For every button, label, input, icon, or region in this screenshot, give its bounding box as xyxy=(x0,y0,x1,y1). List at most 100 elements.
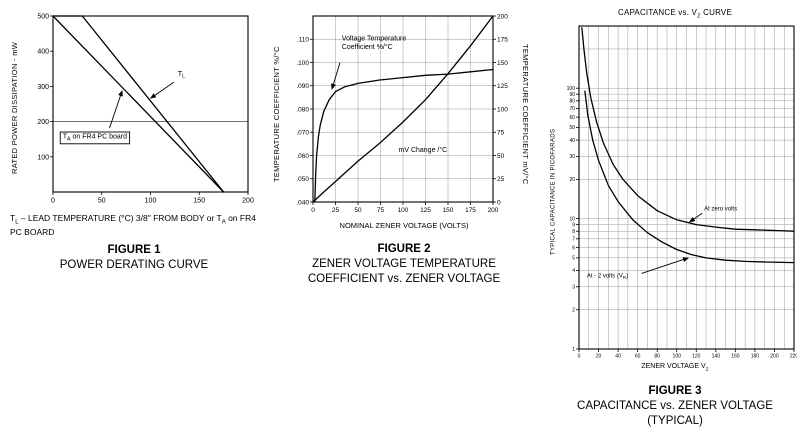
svg-text:.080: .080 xyxy=(296,106,309,113)
fig2-plot-canvas: 0 25 50 75 100 125 150 175 200 .040 .050 .060 .070 .0… xyxy=(296,13,508,214)
svg-text:60: 60 xyxy=(569,114,575,120)
fig2-caption: FIGURE 2 ZENER VOLTAGE TEMPERATURE COEFF… xyxy=(270,242,538,287)
fig3-chart-row: TYPICAL CAPACITANCE IN PICOFARADS 0 20 40 6… xyxy=(548,22,802,362)
fig1-plot-canvas: 0 50 100 150 200 100 200 300 400 500 TL TA on FR4 P… xyxy=(37,13,254,205)
svg-text:50: 50 xyxy=(497,153,505,160)
svg-text:75: 75 xyxy=(497,130,505,137)
svg-text:150: 150 xyxy=(497,60,508,67)
fig3-y-axis-label: TYPICAL CAPACITANCE IN PICOFARADS xyxy=(550,128,557,255)
svg-text:125: 125 xyxy=(420,207,431,214)
svg-text:160: 160 xyxy=(731,353,740,359)
fig2-left-axis-label: TEMPERATURE COEFFICIENT %/°C xyxy=(272,46,281,182)
fig2-caption-title: ZENER VOLTAGE TEMPERATURE COEFFICIENT vs… xyxy=(307,257,501,285)
svg-text:200: 200 xyxy=(497,13,508,20)
svg-text:At zero volts: At zero volts xyxy=(704,206,737,212)
svg-text:140: 140 xyxy=(712,353,721,359)
svg-text:7: 7 xyxy=(572,236,575,242)
svg-text:At - 2 volts (VR): At - 2 volts (VR) xyxy=(587,273,628,280)
svg-text:.090: .090 xyxy=(296,83,309,90)
svg-text:.110: .110 xyxy=(297,37,310,44)
svg-text:.070: .070 xyxy=(296,130,309,137)
svg-text:100: 100 xyxy=(145,198,157,205)
svg-text:5: 5 xyxy=(572,255,575,261)
svg-text:40: 40 xyxy=(615,353,621,359)
svg-text:0: 0 xyxy=(497,199,501,206)
svg-text:90: 90 xyxy=(569,92,575,98)
svg-text:.060: .060 xyxy=(296,153,309,160)
svg-text:0: 0 xyxy=(311,207,315,214)
fig3-top-title-part: CAPACITANCE vs. V xyxy=(617,8,698,17)
svg-text:500: 500 xyxy=(37,13,49,20)
fig1-caption: FIGURE 1 POWER DERATING CURVE xyxy=(8,243,260,273)
fig3-caption-sub: (TYPICAL) xyxy=(647,414,703,427)
svg-text:100: 100 xyxy=(398,207,409,214)
svg-text:30: 30 xyxy=(569,154,575,160)
svg-text:200: 200 xyxy=(242,198,254,205)
fig2-caption-label: FIGURE 2 xyxy=(377,243,431,255)
svg-text:25: 25 xyxy=(332,207,340,214)
svg-text:1: 1 xyxy=(572,346,575,352)
svg-text:mV Change /°C: mV Change /°C xyxy=(399,146,448,154)
svg-text:TA on FR4 PC board: TA on FR4 PC board xyxy=(63,133,127,142)
svg-text:20: 20 xyxy=(569,177,575,183)
fig3-top-title: CAPACITANCE vs. VZ CURVE xyxy=(548,8,802,20)
svg-text:50: 50 xyxy=(569,125,575,131)
svg-text:75: 75 xyxy=(377,207,385,214)
svg-text:20: 20 xyxy=(596,353,602,359)
svg-text:0: 0 xyxy=(51,198,55,205)
fig1-chart-row: RATED POWER DISSIPATION - mW 0 50 100 150 20… xyxy=(8,8,260,208)
fig1-caption-title: POWER DERATING CURVE xyxy=(59,259,209,272)
fig2-right-axis-label: TEMPERATURE COEFFICIENT mV/°C xyxy=(521,43,530,185)
fig3-x-axis-label-part: ZENER VOLTAGE V xyxy=(641,362,706,370)
svg-text:10: 10 xyxy=(569,216,575,222)
fig1-caption-label: FIGURE 1 xyxy=(107,244,161,257)
svg-text:200: 200 xyxy=(770,353,779,359)
fig3-caption: FIGURE 3 CAPACITANCE vs. ZENER VOLTAGE (… xyxy=(548,384,802,429)
figure-1-power-derating: RATED POWER DISSIPATION - mW 0 50 100 150 20… xyxy=(8,8,260,273)
svg-text:50: 50 xyxy=(98,198,106,205)
svg-text:3: 3 xyxy=(572,284,575,290)
svg-text:2: 2 xyxy=(572,307,575,313)
svg-text:100: 100 xyxy=(673,353,682,359)
svg-text:400: 400 xyxy=(37,49,49,56)
svg-text:100: 100 xyxy=(497,106,508,113)
svg-text:175: 175 xyxy=(465,207,476,214)
svg-text:8: 8 xyxy=(572,229,575,235)
svg-text:180: 180 xyxy=(751,353,760,359)
fig1-footnote-sub: A xyxy=(221,219,226,226)
fig3-top-title-part: CURVE xyxy=(700,8,733,17)
svg-text:120: 120 xyxy=(692,353,701,359)
fig1-footnote-sub: L xyxy=(15,219,19,226)
svg-text:6: 6 xyxy=(572,245,575,251)
fig3-top-title-sub: Z xyxy=(697,13,701,20)
svg-text:TL: TL xyxy=(178,71,185,80)
svg-text:25: 25 xyxy=(497,176,505,183)
svg-text:.040: .040 xyxy=(296,199,309,206)
svg-text:100: 100 xyxy=(567,86,576,92)
svg-text:80: 80 xyxy=(569,98,575,104)
fig1-footnote-part: – LEAD TEMPERATURE (°C) 3/8" FROM BODY o… xyxy=(18,213,222,223)
svg-text:200: 200 xyxy=(37,119,49,126)
svg-text:150: 150 xyxy=(443,207,454,214)
fig3-caption-label: FIGURE 3 xyxy=(648,384,702,397)
fig2-chart-row: TEMPERATURE COEFFICIENT %/°C 0 25 50 75 100 1… xyxy=(270,8,538,220)
svg-text:70: 70 xyxy=(569,106,575,112)
svg-text:175: 175 xyxy=(497,37,508,44)
fig1-footnote: TL – LEAD TEMPERATURE (°C) 3/8" FROM BOD… xyxy=(8,213,260,238)
svg-text:60: 60 xyxy=(635,353,641,359)
fig3-x-axis-label: ZENER VOLTAGE VZ xyxy=(548,363,802,372)
svg-text:300: 300 xyxy=(37,84,49,91)
fig3-plot-canvas: 0 20 40 60 80 100 120 140 160 180 200 2201009080706… xyxy=(567,25,797,359)
fig1-footnote-part: on FR4 PC BOARD xyxy=(10,213,256,237)
fig1-footnote-part: T xyxy=(10,213,16,223)
fig2-x-axis-label: NOMINAL ZENER VOLTAGE (VOLTS) xyxy=(339,221,469,230)
figure-3-capacitance: CAPACITANCE vs. VZ CURVE TYPICAL CAPACIT… xyxy=(548,8,802,429)
svg-text:.050: .050 xyxy=(296,176,309,183)
fig3-caption-title: CAPACITANCE vs. ZENER VOLTAGE xyxy=(577,399,773,412)
fig1-y-axis-label: RATED POWER DISSIPATION - mW xyxy=(10,41,19,175)
svg-text:200: 200 xyxy=(488,207,499,214)
svg-text:9: 9 xyxy=(572,222,575,228)
svg-text:40: 40 xyxy=(569,137,575,143)
svg-text:100: 100 xyxy=(37,154,49,161)
